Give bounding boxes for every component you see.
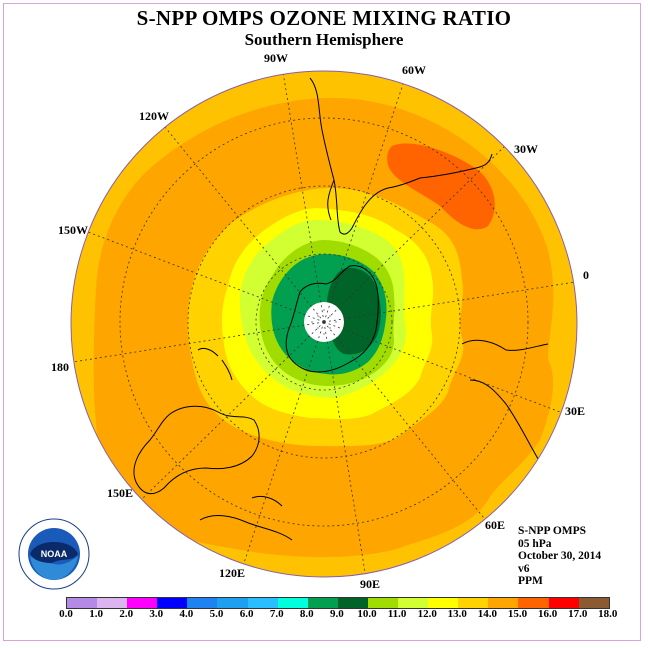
colorbar-swatch — [488, 598, 519, 608]
colorbar-swatch — [187, 598, 218, 608]
colorbar-swatch — [157, 598, 188, 608]
colorbar-tick-label: 13.0 — [447, 608, 467, 620]
info-units: PPM — [518, 575, 543, 588]
colorbar-tick-label: 9.0 — [330, 608, 344, 620]
colorbar-tick-label: 11.0 — [387, 608, 407, 620]
colorbar-swatch — [578, 598, 609, 608]
coast-australia — [133, 405, 260, 495]
colorbar-tick-label: 3.0 — [149, 608, 164, 620]
lon-label-30w: 30W — [514, 142, 538, 156]
info-level: 05 hPa — [518, 537, 552, 550]
lon-label-60w: 60W — [402, 63, 426, 77]
info-version: v6 — [518, 562, 530, 575]
lon-label-60e: 60E — [485, 518, 506, 532]
colorbar-swatch — [518, 598, 549, 608]
colorbar-swatch — [398, 598, 429, 608]
colorbar-tick-label: 12.0 — [417, 608, 437, 620]
colorbar-swatch — [548, 598, 579, 608]
colorbar-swatch — [307, 598, 338, 608]
colorbar-swatch — [217, 598, 248, 608]
colorbar-swatch — [247, 598, 278, 608]
lon-label-150e: 150E — [107, 486, 134, 500]
map-border — [70, 70, 578, 578]
lon-label-90e: 90E — [360, 577, 381, 591]
coast-south-america — [309, 77, 493, 235]
colorbar-swatch — [67, 598, 98, 608]
colorbar-swatch — [277, 598, 308, 608]
colorbar-swatch — [428, 598, 459, 608]
colorbar-tick-label: 4.0 — [179, 608, 194, 620]
lon-label-150w: 150W — [58, 223, 88, 237]
colorbar-swatch — [97, 598, 128, 608]
page-title: S-NPP OMPS OZONE MIXING RATIO — [136, 6, 512, 30]
colorbar-tick-label: 7.0 — [269, 608, 284, 620]
lon-label-30e: 30E — [565, 404, 586, 418]
colorbar-tick-label: 2.0 — [119, 608, 134, 620]
figure-frame — [3, 3, 641, 641]
colorbar-tick-label: 5.0 — [209, 608, 224, 620]
contour-hot-spot — [387, 143, 495, 230]
graticule — [72, 71, 576, 573]
colorbar-tick-label: 18.0 — [598, 608, 618, 620]
colorbar-tick-label: 6.0 — [239, 608, 254, 620]
colorbar — [66, 597, 610, 609]
coast-antarctica — [285, 265, 379, 373]
colorbar-tick-label: 17.0 — [568, 608, 588, 620]
info-date: October 30, 2014 — [518, 550, 602, 563]
colorbar-tick-label: 8.0 — [299, 608, 314, 620]
colorbar-swatch — [458, 598, 489, 608]
lon-label-180: 180 — [51, 360, 69, 374]
colorbar-swatch — [337, 598, 368, 608]
colorbar-swatch — [127, 598, 158, 608]
lon-label-120e: 120E — [219, 566, 246, 580]
colorbar-tick-label: 0.0 — [59, 608, 73, 620]
coast-indonesia — [199, 495, 293, 541]
noaa-logo-text: NOAA — [41, 549, 68, 559]
colorbar-tick-label: 10.0 — [357, 608, 377, 620]
colorbar-tick-label: 15.0 — [507, 608, 528, 620]
colorbar-tick-label: 1.0 — [89, 608, 103, 620]
info-instrument: S-NPP OMPS — [518, 525, 587, 537]
coast-new-zealand — [197, 347, 233, 381]
colorbar-swatch — [367, 598, 399, 608]
colorbar-tick-label: 14.0 — [477, 608, 498, 620]
noaa-logo-icon: NOAA — [18, 518, 90, 590]
lon-label-0: 0 — [583, 268, 589, 282]
lon-label-90w: 90W — [264, 51, 288, 65]
coastlines — [133, 77, 553, 541]
info-block: S-NPP OMPS 05 hPa October 30, 2014 v6 PP… — [518, 525, 601, 588]
lon-label-120w: 120W — [139, 109, 169, 123]
page-subtitle: Southern Hemisphere — [244, 30, 404, 49]
colorbar-tick-label: 16.0 — [537, 608, 558, 620]
